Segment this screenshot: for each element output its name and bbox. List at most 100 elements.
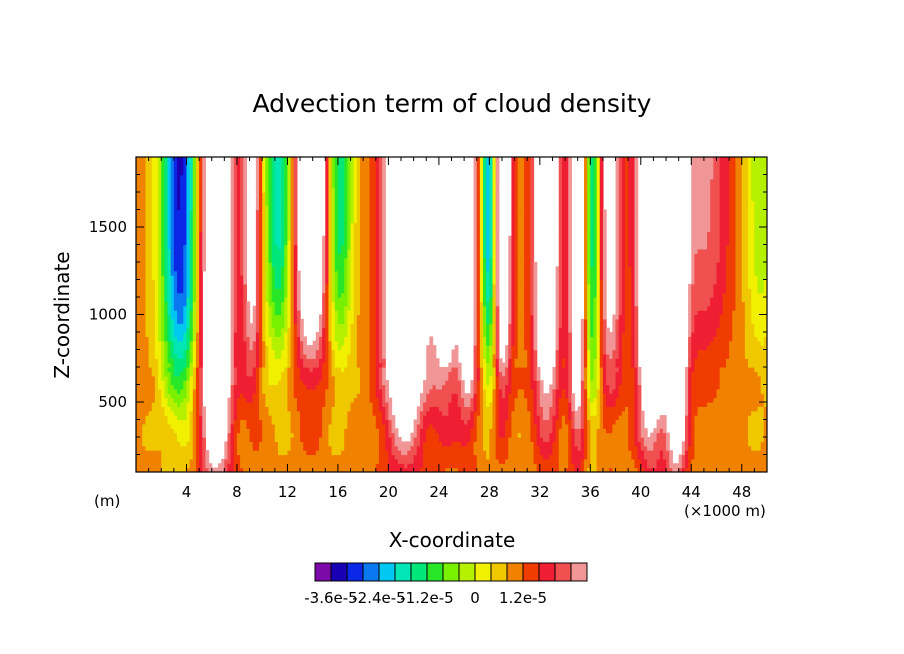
contour-cell xyxy=(252,358,257,364)
contour-cell xyxy=(300,345,304,351)
contour-cell xyxy=(344,305,348,311)
contour-cell xyxy=(309,362,314,368)
contour-cell xyxy=(199,310,203,316)
contour-cell xyxy=(287,406,292,412)
contour-cell xyxy=(372,200,377,206)
contour-cell xyxy=(325,327,330,333)
contour-cell xyxy=(158,358,162,364)
contour-cell xyxy=(233,187,238,193)
contour-cell xyxy=(148,423,153,429)
contour-cell xyxy=(277,244,282,250)
contour-cell xyxy=(356,297,361,302)
contour-cell xyxy=(284,174,289,180)
contour-cell xyxy=(385,388,389,394)
contour-cell xyxy=(167,380,172,386)
contour-cell xyxy=(230,371,235,377)
contour-cell xyxy=(142,288,147,294)
contour-cell xyxy=(423,450,427,456)
contour-cell xyxy=(350,192,355,197)
contour-cell xyxy=(195,388,200,394)
contour-cell xyxy=(363,437,367,442)
contour-cell xyxy=(195,314,200,320)
contour-cell xyxy=(300,432,304,438)
contour-cell xyxy=(274,367,279,372)
contour-cell xyxy=(265,384,270,390)
contour-cell xyxy=(205,454,210,460)
contour-cell xyxy=(199,292,203,298)
contour-cell xyxy=(151,283,156,289)
contour-cell xyxy=(366,231,371,237)
contour-cell xyxy=(262,332,266,337)
contour-cell xyxy=(296,437,301,442)
contour-cell xyxy=(177,187,181,193)
contour-cell xyxy=(378,441,383,447)
contour-cell xyxy=(284,388,289,394)
contour-cell xyxy=(158,288,162,294)
contour-cell xyxy=(186,292,191,298)
contour-cell xyxy=(347,345,352,351)
contour-cell xyxy=(158,362,162,368)
contour-cell xyxy=(334,393,339,399)
contour-cell xyxy=(353,358,358,364)
contour-cell xyxy=(341,170,345,176)
contour-cell xyxy=(170,380,175,386)
contour-cell xyxy=(382,275,386,281)
contour-cell xyxy=(199,467,203,472)
contour-cell xyxy=(142,327,147,333)
contour-cell xyxy=(360,279,364,285)
contour-cell xyxy=(347,454,352,460)
contour-cell xyxy=(344,318,348,324)
contour-cell xyxy=(170,231,175,237)
contour-cell xyxy=(183,200,188,206)
contour-cell xyxy=(136,270,140,276)
contour-cell xyxy=(139,235,143,241)
contour-cell xyxy=(284,257,289,263)
contour-cell xyxy=(255,340,260,346)
contour-cell xyxy=(419,423,424,429)
contour-cell xyxy=(154,305,159,311)
contour-cell xyxy=(363,353,367,359)
contour-cell xyxy=(167,375,172,381)
contour-cell xyxy=(259,205,263,211)
contour-cell xyxy=(139,262,143,267)
contour-cell xyxy=(372,318,377,324)
contour-cell xyxy=(347,297,352,302)
contour-cell xyxy=(271,266,276,272)
contour-cell xyxy=(271,380,276,386)
contour-cell xyxy=(154,463,159,469)
contour-cell xyxy=(136,458,140,464)
contour-cell xyxy=(177,235,181,241)
contour-cell xyxy=(287,336,292,342)
contour-cell xyxy=(360,266,364,272)
contour-cell xyxy=(318,437,323,442)
contour-cell xyxy=(347,213,352,219)
contour-cell xyxy=(429,450,434,456)
contour-cell xyxy=(154,183,159,189)
contour-cell xyxy=(148,178,153,184)
contour-cell xyxy=(369,310,374,316)
contour-cell xyxy=(303,340,307,346)
contour-cell xyxy=(246,441,251,447)
contour-cell xyxy=(388,428,393,434)
contour-cell xyxy=(331,349,336,355)
contour-cell xyxy=(382,240,386,246)
contour-cell xyxy=(391,445,396,451)
contour-cell xyxy=(382,205,386,211)
contour-cell xyxy=(233,227,238,232)
contour-cell xyxy=(312,375,317,381)
contour-cell xyxy=(328,213,333,219)
contour-cell xyxy=(391,458,396,464)
contour-cell xyxy=(331,222,336,228)
contour-cell xyxy=(341,187,345,193)
contour-cell xyxy=(233,423,238,429)
contour-cell xyxy=(372,423,377,429)
contour-cell xyxy=(154,323,159,329)
contour-cell xyxy=(334,279,339,285)
contour-cell xyxy=(341,240,345,246)
contour-cell xyxy=(375,467,380,472)
contour-cell xyxy=(426,415,431,421)
contour-cell xyxy=(385,463,389,469)
contour-cell xyxy=(435,380,440,386)
contour-cell xyxy=(259,415,263,421)
contour-cell xyxy=(274,432,279,438)
